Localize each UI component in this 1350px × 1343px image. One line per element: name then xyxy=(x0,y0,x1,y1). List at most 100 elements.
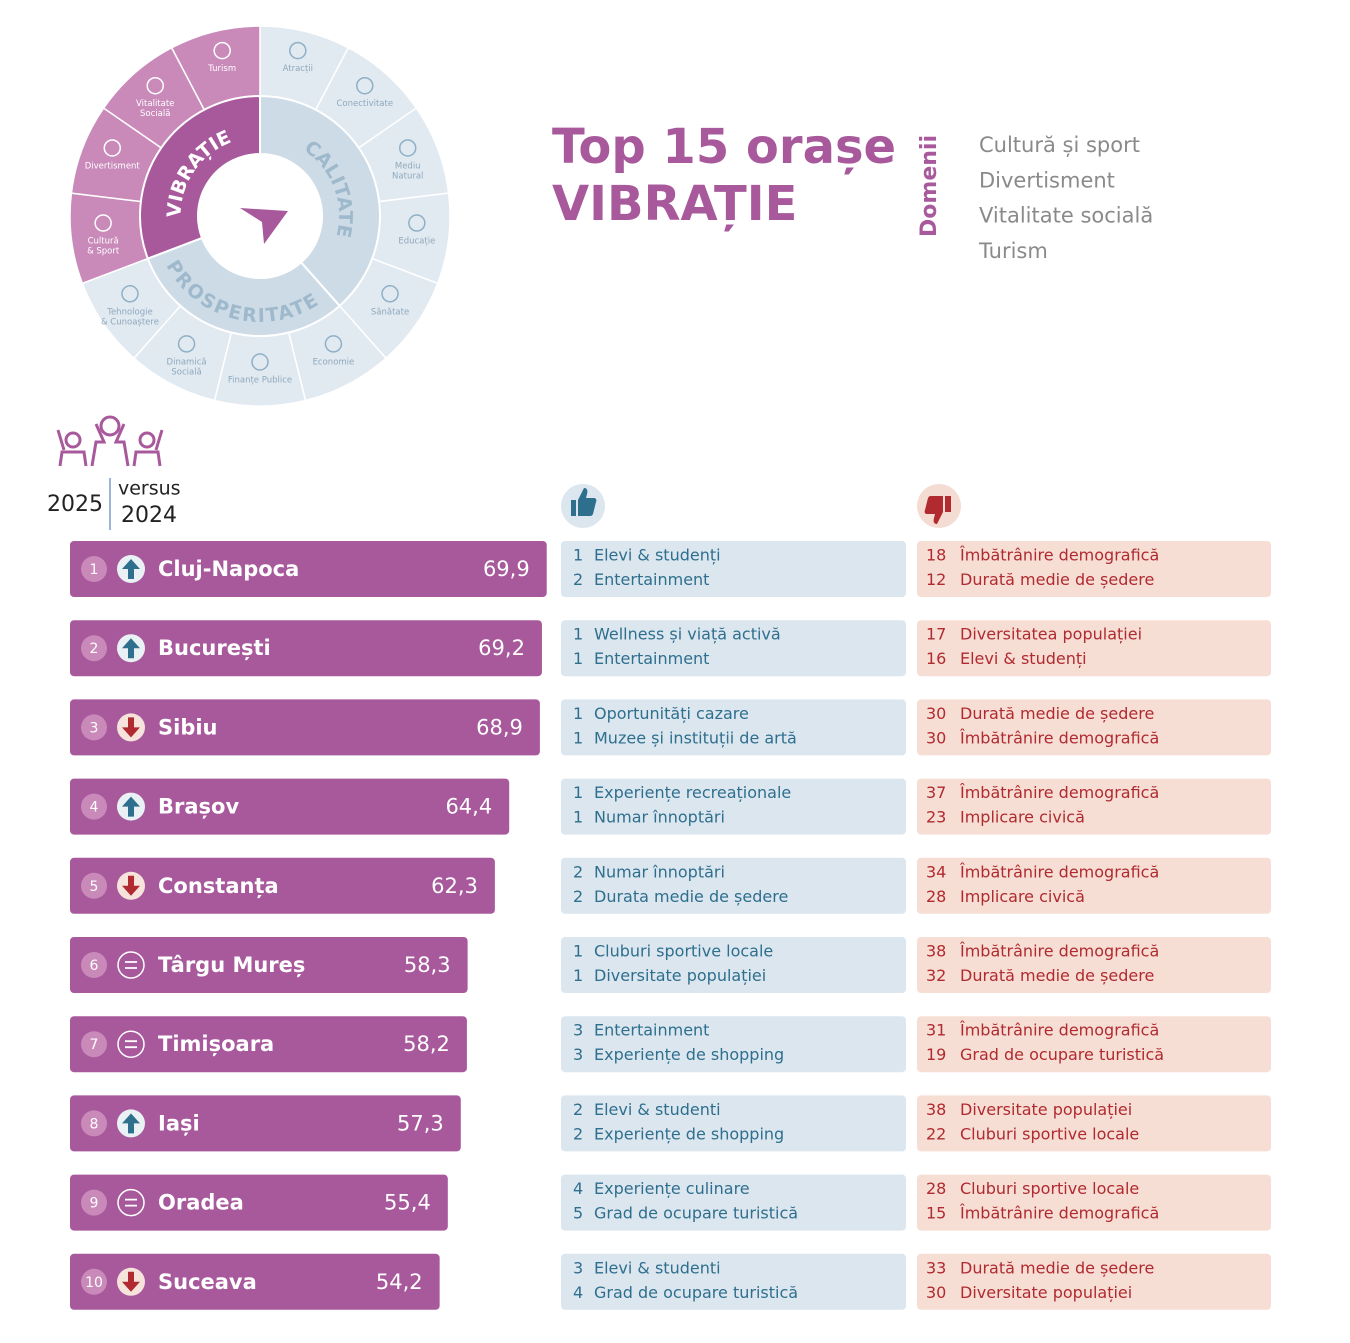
ranking: 1 Cluj-Napoca 69,91 Elevi & studenți 18 Îmbăt… xyxy=(70,541,1271,1310)
strength-label: Experiențe de shopping xyxy=(594,1124,784,1143)
rank-badge xyxy=(81,1189,107,1216)
strength-rank: 1 xyxy=(573,704,583,723)
thumb-down xyxy=(924,496,951,524)
strength-label: Experiențe de shopping xyxy=(594,1045,784,1064)
strength-rank: 1 xyxy=(573,625,583,644)
segment-label: Divertisment xyxy=(85,161,141,171)
rank-badge xyxy=(81,952,107,978)
segment-icon xyxy=(324,335,343,353)
hub-arrow xyxy=(240,208,288,244)
weaknesses-box xyxy=(917,699,1271,756)
segment-icon xyxy=(146,76,164,95)
strength-label: Elevi & studenti xyxy=(594,1258,721,1277)
value-label: 58,3 xyxy=(404,953,451,977)
trend-same xyxy=(117,1030,145,1058)
value-label: 55,4 xyxy=(384,1191,431,1215)
weakness-rank: 22 xyxy=(926,1124,946,1143)
strength-label: Entertainment xyxy=(594,649,709,668)
weakness-rank: 19 xyxy=(926,1045,946,1064)
weakness-rank: 23 xyxy=(926,808,946,827)
domains-label: Domenii xyxy=(917,135,942,237)
weakness-label: Durată medie de ședere xyxy=(960,1258,1154,1277)
weaknesses-box xyxy=(917,1174,1271,1231)
trend-arrow xyxy=(122,717,140,738)
weakness-rank: 32 xyxy=(926,966,946,985)
segment-icon xyxy=(94,214,112,232)
bar xyxy=(70,857,495,914)
rank-number: 6 xyxy=(90,958,99,974)
strengths-box xyxy=(561,1174,906,1231)
strength-label: Entertainment xyxy=(594,570,709,589)
weakness-label: Îmbătrânire demografică xyxy=(959,783,1159,802)
weakness-label: Îmbătrânire demografică xyxy=(959,546,1159,565)
segment-label: Finanțe Publice xyxy=(228,376,292,386)
city-name: Cluj-Napoca xyxy=(158,557,299,581)
weakness-label: Grad de ocupare turistică xyxy=(960,1045,1164,1064)
weakness-rank: 30 xyxy=(926,1283,946,1302)
weakness-label: Îmbătrânire demografică xyxy=(959,862,1159,881)
weakness-label: Diversitate populației xyxy=(960,1283,1132,1302)
rank-number: 5 xyxy=(90,879,99,895)
trend-arrow xyxy=(122,559,140,579)
strength-label: Numar înnoptări xyxy=(594,862,725,881)
strength-rank: 4 xyxy=(573,1179,583,1198)
segment-label: Atracții xyxy=(283,64,313,74)
segment-icon xyxy=(289,41,307,60)
city-name: Iași xyxy=(158,1111,200,1135)
city-name: București xyxy=(158,636,271,660)
rank-badge xyxy=(81,556,107,582)
segment-icon xyxy=(251,353,269,371)
weakness-label: Durată medie de ședere xyxy=(960,704,1154,723)
segment-icon xyxy=(381,285,399,303)
strength-label: Numar înnoptări xyxy=(594,808,725,827)
weakness-label: Îmbătrânire demografică xyxy=(959,728,1159,747)
value-label: 58,2 xyxy=(403,1032,450,1056)
segment-icon xyxy=(356,76,374,95)
strength-rank: 2 xyxy=(573,887,583,906)
segment-label: Natural xyxy=(392,171,423,181)
weaknesses-box xyxy=(917,778,1271,835)
weaknesses-box xyxy=(917,1016,1271,1073)
segment-label: Vitalitate xyxy=(136,99,174,109)
strength-rank: 1 xyxy=(573,728,583,747)
strength-label: Experiențe recreaționale xyxy=(594,783,791,802)
weakness-rank: 37 xyxy=(926,783,946,802)
weakness-label: Elevi & studenți xyxy=(960,649,1087,668)
weakness-rank: 33 xyxy=(926,1258,946,1277)
trend-arrow xyxy=(122,875,140,896)
segment-label: Socială xyxy=(171,367,201,377)
segment-icon xyxy=(398,139,417,157)
rank-badge xyxy=(81,1110,107,1137)
strengths-box xyxy=(561,699,906,756)
value-label: 57,3 xyxy=(397,1111,444,1135)
weakness-rank: 28 xyxy=(926,887,946,906)
city-name: Târgu Mureș xyxy=(158,953,305,977)
strength-label: Grad de ocupare turistică xyxy=(594,1204,798,1223)
segment-label: Turism xyxy=(207,64,236,74)
domain-item: Turism xyxy=(978,239,1048,263)
strength-rank: 1 xyxy=(573,942,583,961)
strengths-box xyxy=(561,1253,906,1310)
rank-number: 7 xyxy=(90,1037,99,1053)
rank-number: 1 xyxy=(90,562,99,578)
weaknesses-box xyxy=(917,620,1271,677)
strengths-box xyxy=(561,541,906,597)
bar xyxy=(70,1095,461,1152)
strength-label: Wellness și viață activă xyxy=(594,625,781,644)
strength-rank: 3 xyxy=(573,1021,583,1040)
trend-equals xyxy=(125,961,137,969)
weakness-label: Îmbătrânire demografică xyxy=(959,942,1159,961)
people-icon xyxy=(56,415,164,467)
city-name: Constanța xyxy=(158,874,279,899)
strength-label: Elevi & studenți xyxy=(594,546,721,565)
segment-label: Economie xyxy=(313,357,355,367)
strength-label: Grad de ocupare turistică xyxy=(594,1283,798,1302)
bar xyxy=(70,1174,448,1231)
strength-rank: 2 xyxy=(573,570,583,589)
trend-equals xyxy=(125,1198,137,1207)
weakness-label: Diversitatea populației xyxy=(960,625,1142,644)
value-label: 69,2 xyxy=(478,636,525,660)
segment-label: Cultură xyxy=(88,237,119,247)
